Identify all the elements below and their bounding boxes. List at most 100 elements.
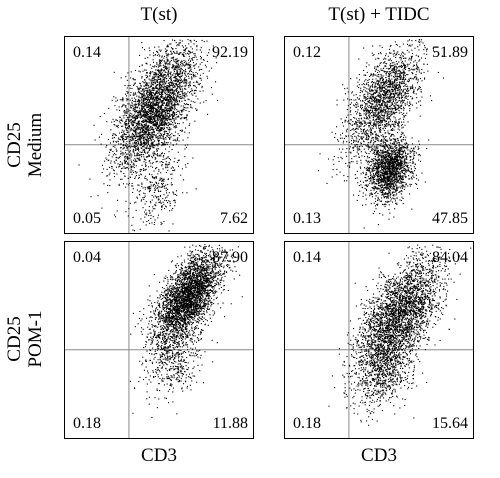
scatter-point bbox=[187, 144, 189, 146]
scatter-point bbox=[156, 62, 158, 64]
scatter-point bbox=[165, 103, 167, 105]
scatter-point bbox=[139, 228, 141, 230]
scatter-point bbox=[395, 123, 397, 125]
scatter-point bbox=[133, 126, 135, 128]
scatter-point bbox=[131, 185, 133, 187]
scatter-point bbox=[166, 111, 168, 113]
scatter-point bbox=[159, 112, 161, 114]
scatter-point bbox=[174, 122, 176, 124]
scatter-point bbox=[359, 149, 361, 151]
scatter-point bbox=[135, 159, 137, 161]
scatter-point bbox=[184, 49, 186, 51]
scatter-point bbox=[144, 143, 146, 145]
scatter-point bbox=[175, 66, 177, 68]
scatter-point bbox=[178, 95, 180, 97]
scatter-point bbox=[136, 160, 138, 162]
scatter-point bbox=[383, 118, 385, 120]
scatter-point bbox=[138, 136, 140, 138]
scatter-point bbox=[131, 115, 133, 117]
scatter-point bbox=[172, 90, 174, 92]
scatter-point bbox=[370, 93, 372, 95]
scatter-point bbox=[97, 195, 99, 197]
scatter-point bbox=[397, 89, 399, 91]
scatter-point bbox=[176, 116, 178, 118]
scatter-point bbox=[407, 92, 409, 94]
scatter-point bbox=[341, 137, 343, 139]
scatter-point bbox=[145, 69, 147, 71]
scatter-point bbox=[139, 131, 141, 133]
scatter-point bbox=[402, 76, 404, 78]
scatter-point bbox=[153, 112, 155, 114]
scatter-point bbox=[114, 144, 116, 146]
scatter-point bbox=[192, 65, 194, 67]
scatter-point bbox=[375, 148, 377, 150]
scatter-point bbox=[172, 191, 174, 193]
scatter-point bbox=[148, 89, 150, 91]
scatter-point bbox=[130, 171, 132, 173]
scatter-point bbox=[387, 117, 389, 119]
scatter-point bbox=[392, 68, 394, 70]
scatter-point bbox=[164, 69, 166, 71]
scatter-point bbox=[420, 39, 422, 41]
scatter-point bbox=[409, 101, 411, 103]
scatter-point bbox=[122, 183, 124, 185]
scatter-point bbox=[178, 86, 180, 88]
scatter-point bbox=[364, 96, 366, 98]
scatter-point bbox=[402, 62, 404, 64]
scatter-point bbox=[113, 140, 115, 142]
scatter-point bbox=[413, 64, 415, 66]
scatter-point bbox=[394, 63, 396, 65]
scatter-point bbox=[127, 162, 129, 164]
scatter-point bbox=[370, 161, 372, 163]
scatter-point bbox=[437, 71, 439, 73]
scatter-point bbox=[171, 110, 173, 112]
scatter-point bbox=[166, 93, 168, 95]
scatter-point bbox=[194, 64, 196, 66]
scatter-point bbox=[154, 74, 156, 76]
scatter-point bbox=[126, 109, 128, 111]
scatter-point bbox=[173, 99, 175, 101]
scatter-point bbox=[127, 157, 129, 159]
scatter-point bbox=[158, 125, 160, 127]
scatter-point bbox=[136, 116, 138, 118]
scatter-point bbox=[124, 161, 126, 163]
scatter-point bbox=[365, 112, 367, 114]
scatter-point bbox=[165, 89, 167, 91]
scatter-point bbox=[152, 123, 154, 125]
scatter-point bbox=[171, 107, 173, 109]
scatter-point bbox=[124, 123, 126, 125]
scatter-point bbox=[131, 129, 133, 131]
scatter-point bbox=[359, 145, 361, 147]
scatter-point bbox=[193, 56, 195, 58]
scatter-point bbox=[150, 101, 152, 103]
scatter-point bbox=[143, 196, 145, 198]
scatter-point bbox=[149, 162, 151, 164]
scatter-point bbox=[178, 101, 180, 103]
scatter-point bbox=[123, 144, 125, 146]
scatter-point bbox=[405, 78, 407, 80]
scatter-point bbox=[380, 111, 382, 113]
scatter-point bbox=[141, 47, 143, 49]
scatter-point bbox=[137, 116, 139, 118]
scatter-point bbox=[137, 114, 139, 116]
row-label-medium-condition: Medium bbox=[25, 112, 46, 178]
scatter-point bbox=[347, 135, 349, 137]
scatter-point bbox=[365, 79, 367, 81]
scatter-point bbox=[377, 144, 379, 146]
scatter-point bbox=[160, 202, 162, 204]
scatter-point bbox=[388, 99, 390, 101]
scatter-point bbox=[396, 84, 398, 86]
scatter-point bbox=[137, 140, 139, 142]
scatter-point bbox=[122, 105, 124, 107]
scatter-point bbox=[174, 205, 176, 207]
scatter-point bbox=[124, 175, 126, 177]
scatter-point bbox=[171, 114, 173, 116]
scatter-point bbox=[163, 77, 165, 79]
scatter-point bbox=[178, 73, 180, 75]
scatter-point bbox=[169, 138, 171, 140]
scatter-point bbox=[140, 151, 142, 153]
scatter-point bbox=[130, 166, 132, 168]
scatter-point bbox=[145, 122, 147, 124]
scatter-point bbox=[111, 167, 113, 169]
scatter-point bbox=[395, 103, 397, 105]
